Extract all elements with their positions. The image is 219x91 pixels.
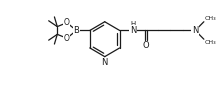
Text: O: O: [64, 18, 70, 27]
Text: B: B: [74, 26, 79, 35]
Text: N: N: [130, 26, 136, 35]
Text: O: O: [64, 34, 70, 43]
Text: N: N: [102, 58, 108, 67]
Text: O: O: [142, 41, 149, 50]
Text: CH₃: CH₃: [205, 40, 216, 45]
Text: H: H: [131, 21, 136, 27]
Text: N: N: [192, 26, 198, 35]
Text: CH₃: CH₃: [205, 16, 216, 21]
